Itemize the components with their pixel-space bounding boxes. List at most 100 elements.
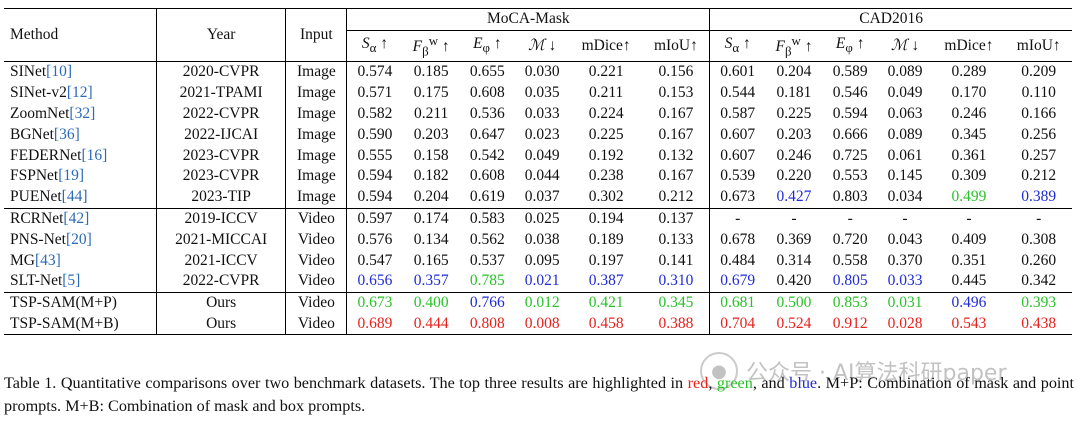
moca-value-cell: 0.165 [413, 251, 449, 269]
citation-link[interactable]: [36] [53, 125, 80, 143]
moca-value-cell: 0.211 [588, 84, 624, 102]
cad-value-cell: - [877, 207, 933, 230]
moca-value-cell: 0.608 [469, 167, 505, 185]
cad-value-cell: 0.342 [1021, 272, 1057, 290]
method-cell: SINet[10] [4, 61, 157, 83]
method-name: TSP-SAM(M+P) [10, 294, 117, 312]
moca-value-cell: 0.421 [569, 291, 643, 314]
year-cell: 2021-TPAMI [156, 82, 287, 104]
col-header-year: Year [156, 7, 287, 62]
citation-link[interactable]: [5] [62, 272, 81, 290]
method-name: TSP-SAM(M+B) [10, 315, 119, 332]
cad-value-cell: 0.166 [1021, 105, 1057, 123]
group-header-cad2016: CAD2016 [709, 8, 1072, 31]
moca-value-cell: 0.656 [357, 272, 393, 290]
cad-value-cell: 0.145 [887, 167, 923, 185]
input-cell: Video [285, 271, 348, 293]
metric-header-cad-5: mIoU↑ [1016, 36, 1061, 54]
cad-value-cell: 0.043 [887, 230, 923, 248]
cad-value-cell: 0.170 [951, 84, 987, 102]
cad-value-cell: 0.256 [1021, 125, 1057, 143]
caption-green-word: green [716, 374, 753, 392]
method-cell: FSPNet[19] [4, 166, 157, 187]
moca-value-cell: 0.049 [524, 146, 560, 164]
moca-value-cell: 0.153 [642, 82, 711, 104]
citation-link[interactable]: [42] [63, 210, 90, 228]
citation-link[interactable]: [44] [61, 188, 88, 206]
moca-value-cell: 0.204 [413, 188, 449, 206]
moca-value-cell: 0.185 [402, 61, 460, 83]
moca-value-cell: 0.167 [642, 166, 711, 187]
moca-value-cell: 0.555 [357, 146, 393, 164]
moca-value-cell: 0.302 [588, 188, 624, 206]
citation-link[interactable]: [10] [46, 63, 72, 81]
moca-value-cell: 0.388 [642, 313, 711, 336]
table-row: SLT-Net[5] 2022-CVPR Video 0.656 0.357 0.785 0… [4, 271, 1072, 293]
metric-header-cad-4: mDice↑ [944, 36, 994, 54]
citation-link[interactable]: [43] [34, 251, 61, 269]
cad-value-cell: 0.225 [776, 105, 812, 123]
cad-value-cell: 0.028 [877, 313, 933, 336]
moca-value-cell: 0.035 [524, 84, 560, 102]
moca-value-cell: 0.192 [588, 146, 624, 164]
table-row: FSPNet[19] 2023-CVPR Image 0.594 0.182 0.608 0… [4, 166, 1072, 187]
citation-link[interactable]: [20] [65, 230, 92, 248]
citation-link[interactable]: [12] [66, 84, 93, 102]
method-name: SINet-v2 [10, 84, 67, 102]
method-name: ZoomNet [10, 105, 70, 123]
col-header-input: Input [285, 7, 348, 62]
year-cell: 2022-CVPR [156, 103, 287, 125]
cad-value-cell: 0.679 [720, 272, 756, 290]
moca-value-cell: 0.095 [524, 251, 560, 269]
moca-value-cell: 0.167 [642, 103, 711, 125]
citation-link[interactable]: [32] [69, 105, 96, 123]
cad-value-cell: 0.031 [877, 291, 933, 314]
metric-header-moca-5: mIoU↑ [642, 30, 711, 62]
moca-value-cell: 0.133 [642, 229, 711, 251]
caption-red-word: red [687, 374, 709, 392]
method-cell: ZoomNet[32] [4, 103, 157, 125]
cad-value-cell: 0.289 [932, 61, 1006, 83]
moca-value-cell: 0.444 [402, 313, 460, 336]
cad-value-cell: 0.544 [720, 84, 756, 102]
method-cell: FEDERNet[16] [4, 145, 157, 167]
metric-header-moca-3: ℳ ↓ [528, 36, 557, 55]
cad-value-cell: 0.203 [776, 125, 812, 143]
cad-value-cell: 0.369 [776, 230, 812, 248]
moca-value-cell: 0.583 [459, 207, 515, 230]
moca-value-cell: 0.345 [642, 291, 711, 314]
cad-value-cell: 0.089 [887, 125, 923, 143]
moca-value-cell: 0.182 [413, 167, 449, 185]
metric-header-cad-0: Sα ↑ [724, 34, 751, 55]
year-cell: 2020-CVPR [156, 61, 287, 83]
input-cell: Video [285, 291, 348, 314]
moca-value-cell: 0.033 [524, 105, 560, 123]
cad-value-cell: - [709, 207, 766, 230]
table-row: MG[43] 2021-ICCV Video 0.547 0.165 0.537 0.095… [4, 250, 1072, 272]
cad-value-cell: 0.110 [1021, 84, 1056, 102]
cad-value-cell: 0.393 [1005, 291, 1072, 314]
cad-value-cell: 0.438 [1005, 313, 1072, 336]
caption-sep-2: , and [752, 374, 790, 392]
input-cell: Image [285, 166, 348, 187]
moca-value-cell: 0.167 [642, 124, 711, 146]
input-cell: Image [285, 186, 348, 209]
citation-link[interactable]: [19] [58, 167, 85, 185]
moca-value-cell: 0.174 [402, 207, 460, 230]
cad-value-cell: 0.034 [887, 188, 923, 206]
table-row: RCRNet[42] 2019-ICCV Video 0.597 0.174 0.583 0… [4, 207, 1072, 230]
moca-value-cell: 0.238 [588, 167, 624, 185]
cad-value-cell: 0.673 [720, 188, 756, 206]
metric-header-cad-1: Fβw ↑ [775, 32, 813, 59]
moca-value-cell: 0.689 [346, 313, 403, 336]
moca-value-cell: 0.203 [413, 125, 449, 143]
cad-value-cell: 0.558 [832, 251, 868, 269]
cad-value-cell: 0.063 [887, 105, 923, 123]
cad-value-cell: 0.370 [887, 251, 923, 269]
cad-value-cell: 0.204 [765, 61, 823, 83]
cad-value-cell: - [765, 207, 823, 230]
input-cell: Video [285, 229, 348, 251]
citation-link[interactable]: [16] [81, 146, 108, 164]
method-cell: SLT-Net[5] [4, 271, 157, 293]
